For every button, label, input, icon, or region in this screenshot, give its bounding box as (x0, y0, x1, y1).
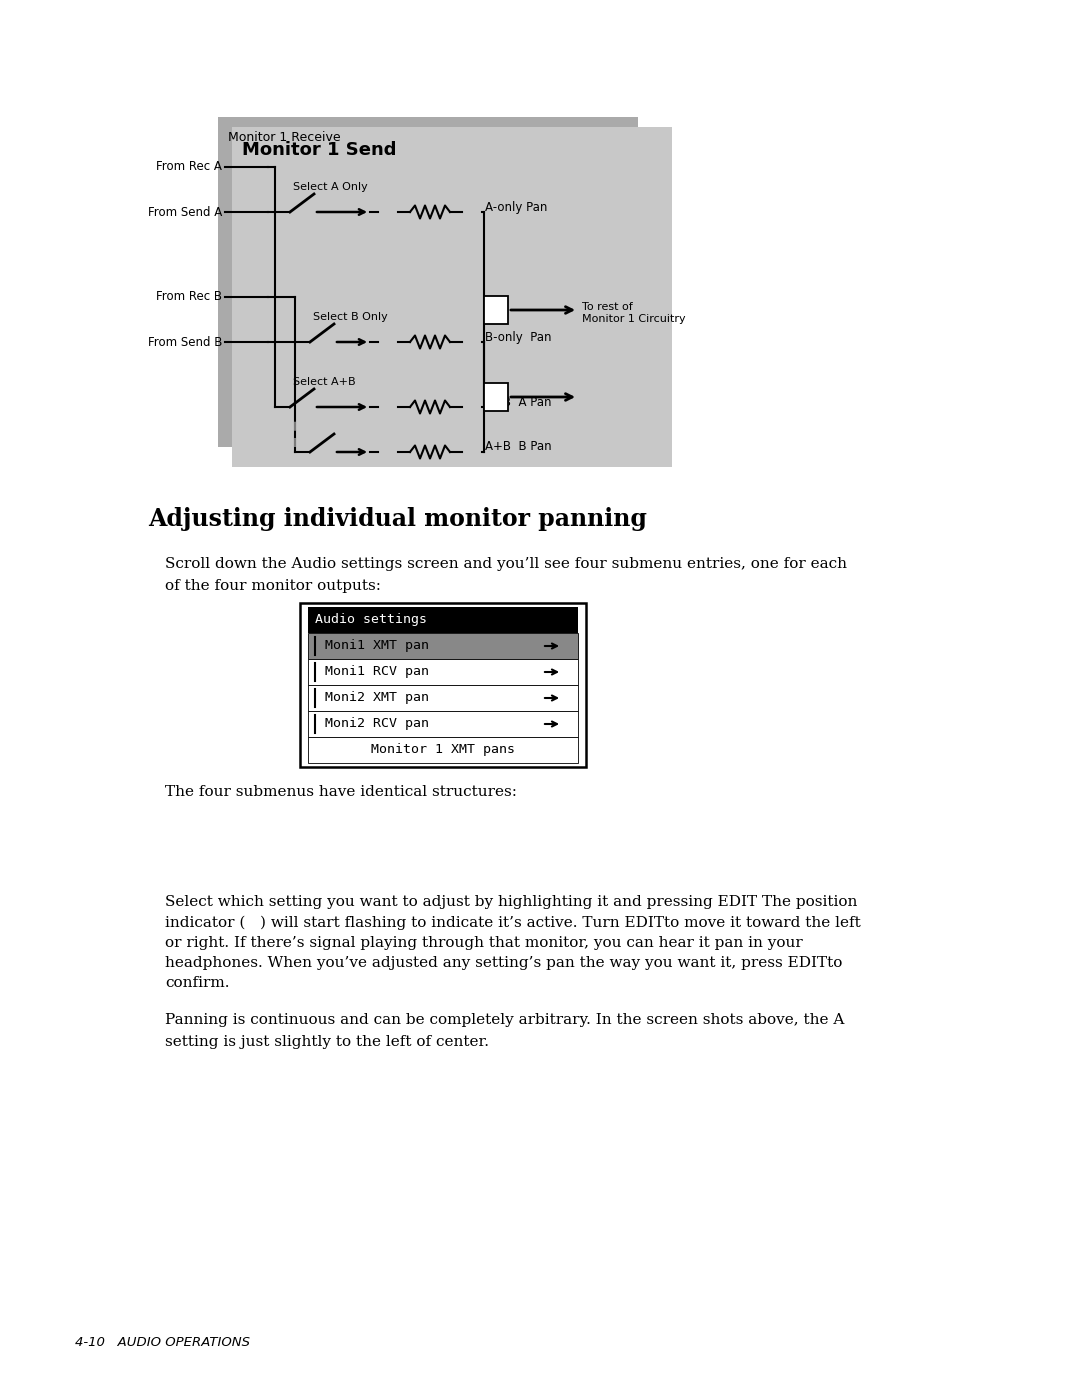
Text: To rest of
Monitor 1 Circuitry: To rest of Monitor 1 Circuitry (582, 302, 686, 324)
Bar (484, 383, 508, 411)
Text: 4-10   AUDIO OPERATIONS: 4-10 AUDIO OPERATIONS (75, 1336, 249, 1350)
Text: From Send A: From Send A (148, 205, 222, 218)
Text: Audio settings: Audio settings (315, 613, 427, 626)
Text: setting is just slightly to the left of center.: setting is just slightly to the left of … (165, 1035, 489, 1049)
Bar (308, 608, 578, 633)
Text: From Rec A: From Rec A (157, 161, 222, 173)
Bar (308, 659, 578, 685)
Bar (308, 685, 578, 711)
Bar (300, 604, 586, 767)
Text: B-only  Pan: B-only Pan (485, 331, 552, 344)
Bar (218, 117, 638, 447)
Text: A+B  B Pan: A+B B Pan (485, 440, 552, 454)
Text: Adjusting individual monitor panning: Adjusting individual monitor panning (148, 507, 647, 531)
Text: The four submenus have identical structures:: The four submenus have identical structu… (165, 785, 517, 799)
Bar (308, 711, 578, 738)
Text: Moni2 XMT pan: Moni2 XMT pan (325, 692, 429, 704)
Text: Select A Only: Select A Only (293, 182, 368, 191)
Text: A+B  A Pan: A+B A Pan (485, 395, 552, 408)
Text: From Send B: From Send B (148, 335, 222, 348)
Bar (232, 127, 672, 467)
Text: Moni2 RCV pan: Moni2 RCV pan (325, 718, 429, 731)
Text: Monitor 1 Send: Monitor 1 Send (242, 141, 396, 159)
Text: Panning is continuous and can be completely arbitrary. In the screen shots above: Panning is continuous and can be complet… (165, 1013, 845, 1027)
Bar (308, 633, 578, 659)
Bar (484, 296, 508, 324)
Text: Monitor 1 XMT pans: Monitor 1 XMT pans (372, 743, 515, 757)
Text: Monitor 1 Receive: Monitor 1 Receive (228, 131, 340, 144)
Text: From Rec B: From Rec B (156, 291, 222, 303)
Text: Select A+B: Select A+B (293, 377, 355, 387)
Text: Moni1 XMT pan: Moni1 XMT pan (325, 640, 429, 652)
Text: of the four monitor outputs:: of the four monitor outputs: (165, 578, 381, 592)
Text: Select which setting you want to adjust by highlighting it and pressing EDIT The: Select which setting you want to adjust … (165, 895, 861, 990)
Bar (308, 738, 578, 763)
Text: Select B Only: Select B Only (313, 312, 388, 321)
Text: Scroll down the Audio settings screen and you’ll see four submenu entries, one f: Scroll down the Audio settings screen an… (165, 557, 847, 571)
Text: A-only Pan: A-only Pan (485, 201, 548, 214)
Text: Moni1 RCV pan: Moni1 RCV pan (325, 665, 429, 679)
